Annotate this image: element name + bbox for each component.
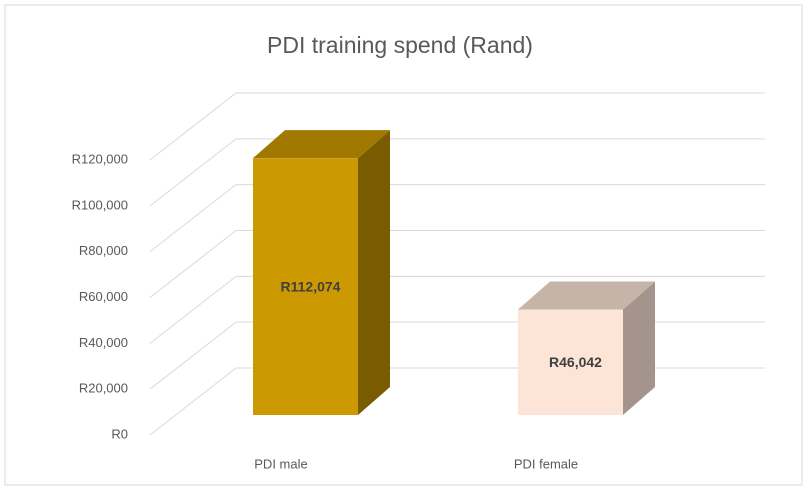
chart-border [4, 4, 803, 486]
chart-title: PDI training spend (Rand) [267, 32, 533, 58]
x-tick-label: PDI female [514, 456, 578, 471]
bar-top [253, 130, 390, 159]
y-tick-label: R120,000 [72, 151, 128, 166]
grid-line [149, 230, 237, 298]
y-tick-label: R60,000 [79, 289, 128, 304]
y-tick-label: R40,000 [79, 335, 128, 350]
data-label: R46,042 [549, 354, 602, 370]
grid-line [149, 321, 237, 390]
y-tick-label: R0 [111, 426, 128, 441]
data-label: R112,074 [281, 278, 341, 294]
bar-top [518, 281, 655, 310]
bar [518, 309, 623, 415]
grid-line [149, 138, 237, 207]
bar-side [623, 281, 655, 415]
y-tick-label: R100,000 [72, 197, 128, 212]
grid-line [149, 92, 237, 161]
grid-line [149, 367, 237, 436]
x-tick-label: PDI male [254, 456, 307, 471]
bar-side [358, 130, 390, 415]
y-tick-label: R20,000 [79, 381, 128, 396]
bar [253, 158, 358, 415]
grid-line [149, 275, 237, 344]
y-tick-label: R80,000 [79, 243, 128, 258]
grid-line [149, 184, 237, 253]
